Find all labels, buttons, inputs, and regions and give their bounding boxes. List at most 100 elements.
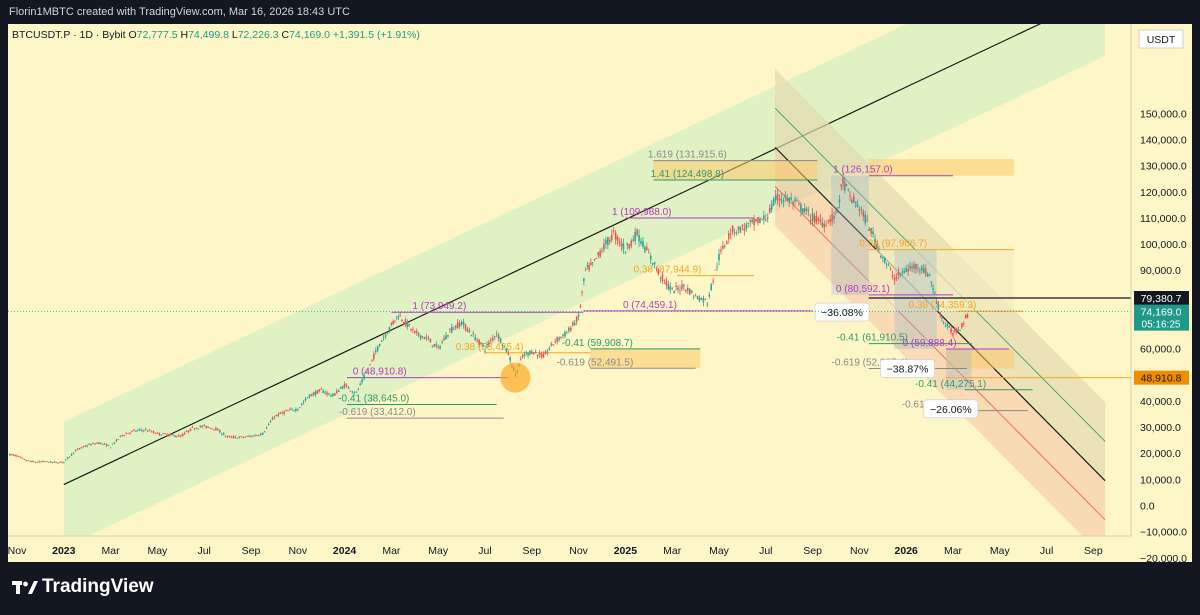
candle-body (733, 232, 736, 234)
candle-body (856, 204, 859, 208)
candle-body (176, 436, 178, 438)
candle-body (141, 430, 143, 431)
fib-label-7: 1 (73,949.2) (412, 301, 466, 312)
candle-body (178, 435, 180, 437)
candle-body (384, 334, 387, 337)
candle-body (564, 331, 566, 337)
candle-body (842, 177, 844, 184)
candle-body (66, 457, 69, 459)
candle-body (256, 435, 258, 436)
candle-body (12, 454, 15, 456)
candle-body (706, 303, 709, 305)
candle-body (31, 460, 33, 463)
candle-body (829, 219, 831, 223)
x-tick-10: Jul (478, 545, 491, 557)
candle-body (466, 328, 469, 332)
candle-body (946, 323, 949, 327)
candle-body (761, 219, 763, 221)
candle-body (893, 277, 896, 281)
candle-body (397, 317, 400, 319)
candle-body (860, 208, 863, 210)
candle-body (474, 337, 477, 341)
price-chart[interactable]: 1.619 (131,915.6) 1.41 (124,498.8) 1 (126,… (8, 24, 1192, 562)
fib-label-1: 1.41 (124,498.8) (651, 169, 724, 180)
candle-body (961, 322, 963, 328)
chart-area[interactable]: 1.619 (131,915.6) 1.41 (124,498.8) 1 (126,… (8, 24, 1192, 562)
candle-body (849, 195, 851, 197)
candle-body (365, 372, 367, 374)
candle-body (628, 244, 631, 249)
candle-body (9, 453, 11, 456)
price-label-2: 48,910.8 (1141, 373, 1182, 385)
candle-body (109, 447, 112, 449)
candle-body (932, 288, 934, 290)
candle-body (887, 265, 890, 266)
candle-body (493, 336, 496, 338)
candle-body (29, 461, 31, 462)
candle-body (934, 292, 936, 294)
candle-body (669, 286, 672, 290)
candle-body (454, 325, 457, 328)
candle-body (265, 427, 268, 429)
fib-label-11: -0.41 (59,908.7) (562, 338, 633, 349)
x-tick-6: Nov (288, 545, 307, 557)
fib-label-17: -0.41 (44,275.1) (915, 379, 986, 390)
candle-body (230, 436, 233, 438)
candle-body (187, 430, 190, 432)
candle-body (534, 351, 537, 353)
candle-body (862, 211, 865, 217)
candle-body (431, 345, 434, 347)
y-tick-5: 100,000.0 (1140, 239, 1187, 251)
candle-body (48, 462, 50, 463)
candle-body (546, 351, 549, 353)
candle-body (815, 216, 818, 222)
candle-body (105, 444, 108, 447)
candle-body (885, 263, 888, 265)
candle-body (747, 223, 750, 224)
candle-body (228, 436, 231, 438)
candle-body (911, 266, 913, 269)
candle-body (326, 392, 328, 395)
candle-body (646, 247, 648, 251)
candle-body (698, 297, 701, 302)
candle-body (876, 244, 878, 249)
candle-body (127, 433, 129, 434)
candle-body (283, 411, 285, 414)
candle-body (300, 403, 303, 405)
candle-body (704, 298, 707, 300)
legend-part-1: O (129, 29, 137, 41)
fib-label-12: -0.41 (61,910.5) (837, 333, 908, 344)
candle-body (205, 425, 207, 428)
candle-body (488, 342, 490, 345)
x-tick-19: 2026 (895, 545, 919, 557)
candle-body (909, 265, 911, 269)
candle-body (375, 350, 377, 352)
candle-body (586, 264, 589, 267)
legend-part-5: L (232, 29, 238, 41)
candle-body (768, 208, 771, 213)
fib-label-0: 1.619 (131,915.6) (648, 150, 727, 161)
candle-body (201, 426, 204, 427)
candle-body (367, 369, 369, 371)
candle-body (480, 342, 482, 344)
tradingview-logo[interactable]: TradingView (12, 576, 154, 598)
candle-body (107, 445, 110, 447)
candle-body (423, 337, 426, 340)
candle-body (410, 329, 412, 331)
candle-body (782, 200, 785, 202)
candle-body (735, 232, 738, 233)
candle-body (324, 392, 326, 394)
candle-body (636, 229, 638, 235)
candle-body (441, 342, 443, 343)
y-tick-14: −10,000.0 (1140, 527, 1187, 539)
candle-body (193, 428, 196, 430)
candle-body (180, 435, 182, 437)
candle-body (275, 415, 278, 416)
candle-body (607, 237, 609, 245)
candle-body (133, 429, 135, 431)
candle-body (267, 424, 270, 426)
candle-body (408, 323, 410, 326)
candle-body (792, 201, 794, 205)
fib-zone-3 (590, 348, 701, 369)
candle-body (293, 410, 295, 412)
